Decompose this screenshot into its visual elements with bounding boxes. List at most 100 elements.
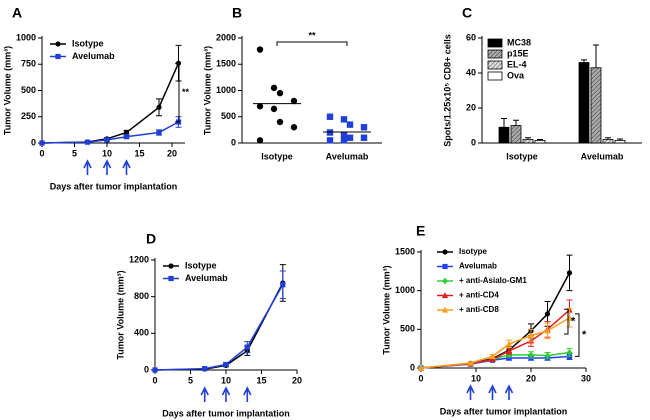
legend-marker	[168, 275, 174, 282]
data-point	[566, 349, 573, 356]
error-bar	[513, 119, 519, 126]
data-point	[528, 351, 534, 359]
data-point	[326, 137, 334, 144]
treatment-arrow	[466, 384, 475, 400]
data-point	[505, 340, 513, 347]
data-point	[104, 137, 110, 143]
y-tick-label: 40	[466, 67, 476, 77]
panel-letter: A	[12, 5, 22, 21]
legend-label: Avelumab	[185, 273, 228, 283]
legend-label: EL-4	[507, 59, 527, 69]
y-axis-label: Tumor Volume (mm³)	[202, 46, 212, 135]
y-tick-label: 1000	[395, 285, 415, 295]
y-tick-label: 0	[31, 137, 36, 147]
data-point	[346, 121, 354, 128]
x-axis-label: Days after tumor implantation	[50, 181, 178, 191]
x-tick-label: 0	[418, 373, 423, 383]
panel-letter: E	[416, 223, 425, 239]
data-point	[326, 129, 334, 136]
significance-label: **	[182, 87, 190, 97]
legend-marker	[55, 41, 61, 47]
x-axis-label: Days after tumor implantation	[440, 406, 568, 416]
data-point	[290, 97, 298, 105]
data-point	[417, 364, 425, 371]
y-tick-label: 750	[21, 59, 36, 69]
legend-label: + anti-CD8	[459, 305, 499, 314]
x-tick-label: Isotype	[261, 151, 293, 161]
bar	[614, 139, 626, 144]
treatment-arrow	[200, 386, 209, 402]
legend-label: + anti-Asialo-GM1	[459, 276, 527, 285]
y-axis-label: Tumor Volume (mm³)	[2, 46, 12, 135]
x-tick-label: 10	[471, 373, 481, 383]
x-tick-label: 30	[581, 373, 591, 383]
x-tick-label: Isotype	[506, 151, 538, 161]
data-point	[340, 131, 348, 139]
series-line	[154, 282, 284, 371]
x-tick-label: 20	[526, 373, 536, 383]
data-point	[360, 124, 368, 131]
data-point	[276, 118, 284, 126]
significance-label: *	[582, 329, 587, 341]
data-point	[84, 139, 91, 145]
legend-marker	[442, 249, 448, 255]
treatment-arrow	[83, 159, 92, 175]
x-tick-label: 20	[167, 148, 177, 158]
significance-bracket	[575, 313, 580, 357]
data-point	[256, 137, 264, 144]
data-point	[270, 105, 278, 113]
y-tick-label: 0	[410, 362, 415, 372]
series-line	[41, 121, 179, 144]
data-point	[39, 140, 45, 146]
y-axis-label: Spots/1.25x10⁵ CD8+ cells	[442, 34, 452, 147]
y-tick-label: 1200	[129, 254, 149, 264]
y-tick-label: 500	[400, 324, 415, 334]
bar	[602, 139, 614, 144]
bar	[498, 126, 510, 144]
treatment-arrow	[243, 386, 252, 402]
x-tick-label: Avelumab	[581, 151, 624, 161]
legend-label: p15E	[507, 48, 529, 58]
data-point	[544, 311, 551, 317]
legend-marker	[442, 277, 448, 285]
y-axis-label: Tumor Volume (mm³)	[381, 265, 391, 354]
y-tick-label: 250	[21, 111, 36, 121]
y-tick-label: 1500	[216, 59, 236, 69]
data-point	[544, 352, 551, 360]
legend-marker	[55, 53, 61, 60]
x-tick-label: 0	[152, 375, 157, 385]
data-point	[544, 327, 551, 334]
x-tick-label: 5	[188, 375, 193, 385]
treatment-arrow	[488, 384, 497, 400]
data-point	[270, 84, 278, 92]
significance-label: **	[308, 30, 316, 40]
legend-marker	[168, 263, 174, 269]
data-point	[123, 134, 130, 140]
legend-label: MC38	[507, 37, 531, 47]
y-tick-label: 2000	[216, 32, 236, 42]
y-tick-label: 500	[21, 85, 36, 95]
series-line	[154, 284, 284, 371]
data-point	[256, 46, 264, 53]
y-tick-label: 400	[134, 328, 149, 338]
x-axis-label: Days after tumor implantation	[162, 408, 290, 418]
y-tick-label: 1000	[16, 32, 36, 42]
legend-label: Isotype	[185, 260, 217, 270]
panel-letter: D	[146, 231, 156, 247]
significance-bracket	[175, 62, 180, 123]
y-tick-label: 0	[471, 137, 476, 147]
legend-marker	[442, 263, 448, 270]
panel-letter: B	[232, 5, 242, 21]
data-point	[223, 361, 229, 368]
y-tick-label: 500	[221, 111, 236, 121]
legend-label: Ova	[507, 70, 525, 80]
legend-marker	[441, 292, 449, 299]
y-axis-label: Tumor Volume (mm³)	[115, 270, 125, 359]
data-point	[340, 116, 348, 123]
treatment-arrow	[221, 386, 231, 402]
data-point	[489, 353, 496, 359]
data-point	[290, 124, 298, 131]
legend-marker	[441, 306, 449, 313]
